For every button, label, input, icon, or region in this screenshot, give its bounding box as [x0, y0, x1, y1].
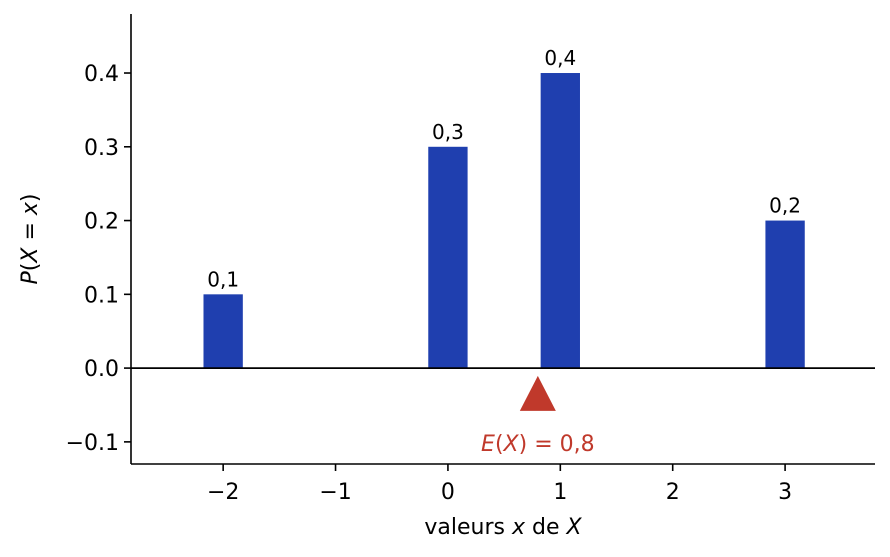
y-tick-label: 0.1: [84, 283, 119, 308]
x-axis-label: valeurs x de X: [424, 515, 582, 540]
bar: [765, 220, 805, 369]
x-tick-label: 0: [441, 480, 455, 505]
y-tick-label: 0.3: [84, 136, 119, 161]
expectation-marker: [519, 375, 556, 411]
y-axis: −0.1 0.0 0.1 0.2 0.3 0.4: [66, 14, 132, 464]
bar: [428, 146, 468, 369]
bar: [540, 73, 580, 369]
expectation-label: E(X) = 0,8: [481, 432, 595, 457]
x-tick-label: 2: [666, 480, 680, 505]
bar-data-label: 0,2: [769, 194, 801, 218]
expectation-annotation: E(X) = 0,8: [481, 375, 595, 457]
expectation-label-open: (: [495, 432, 504, 457]
y-axis-label-eq: =: [18, 215, 43, 247]
x-axis-label-pre: valeurs: [424, 515, 512, 540]
expectation-label-E: E: [481, 432, 495, 457]
expectation-label-X: X: [503, 432, 520, 457]
y-tick-label: −0.1: [66, 431, 119, 456]
expectation-label-rest: ) = 0,8: [519, 432, 595, 457]
x-tick-label: −1: [319, 480, 351, 505]
y-axis-label-X: X: [18, 247, 43, 264]
x-axis: −2 −1 0 1 2 3: [131, 463, 875, 505]
y-axis-label: P(X = x): [18, 194, 43, 285]
y-axis-label-open: (: [18, 263, 43, 272]
bar: [203, 294, 243, 369]
x-axis-label-mid: de: [525, 515, 567, 540]
bar-data-label: 0,4: [544, 46, 576, 70]
x-tick-label: 1: [553, 480, 567, 505]
y-axis-label-x: x: [18, 201, 43, 216]
y-axis-label-p: P: [18, 271, 43, 285]
x-tick-label: 3: [778, 480, 792, 505]
bars: [203, 73, 805, 369]
y-tick-label: 0.2: [84, 210, 119, 235]
y-tick-label: 0.4: [84, 62, 119, 87]
x-axis-label-var2: X: [566, 515, 583, 540]
x-tick-label: −2: [207, 480, 239, 505]
y-axis-label-close: ): [18, 194, 43, 203]
y-tick-label: 0.0: [84, 357, 119, 382]
bar-data-label: 0,3: [432, 120, 464, 144]
bar-data-label: 0,1: [207, 267, 239, 291]
bar-labels: 0,1 0,3 0,4 0,2: [207, 46, 801, 291]
x-axis-label-var1: x: [511, 515, 526, 540]
